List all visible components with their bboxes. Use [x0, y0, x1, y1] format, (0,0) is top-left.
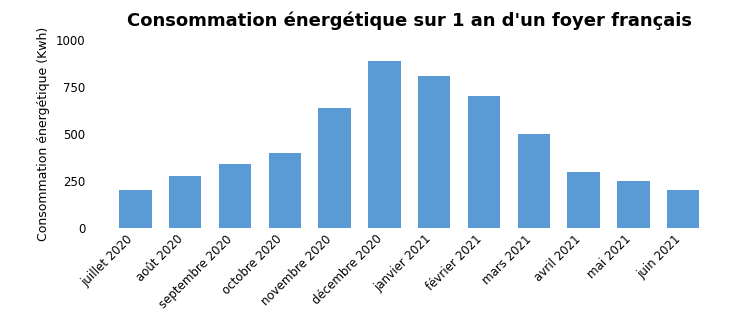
- Bar: [368, 61, 400, 228]
- Bar: [269, 153, 301, 228]
- Bar: [517, 134, 550, 228]
- Y-axis label: Consommation énergétique (Kwh): Consommation énergétique (Kwh): [37, 27, 50, 241]
- Bar: [568, 172, 600, 228]
- Bar: [667, 190, 699, 228]
- Bar: [418, 76, 451, 228]
- Bar: [468, 96, 500, 228]
- Bar: [119, 190, 152, 228]
- Bar: [617, 181, 650, 228]
- Bar: [169, 176, 201, 228]
- Bar: [219, 164, 251, 228]
- Bar: [318, 108, 351, 228]
- Title: Consommation énergétique sur 1 an d'un foyer français: Consommation énergétique sur 1 an d'un f…: [127, 12, 692, 30]
